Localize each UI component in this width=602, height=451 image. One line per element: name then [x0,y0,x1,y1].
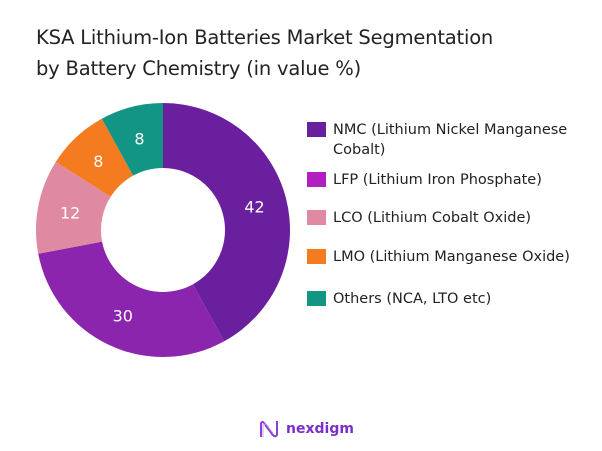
donut-slice [163,103,291,342]
legend-label: LMO (Lithium Manganese Oxide) [333,249,570,265]
legend-swatch [307,172,326,187]
legend-item: LFP (Lithium Iron Phosphate) [307,170,602,190]
data-label: 42 [244,197,264,216]
legend-label: LFP (Lithium Iron Phosphate) [333,172,542,188]
legend-label: Others (NCA, LTO etc) [333,291,492,307]
legend-label: NMC (Lithium Nickel Manganese Cobalt) [333,122,568,158]
chart-title: KSA Lithium-Ion Batteries Market Segment… [36,22,493,84]
legend-label: LCO (Lithium Cobalt Oxide) [333,210,532,226]
legend-swatch [307,249,326,264]
logo-icon [260,421,278,438]
logo-text: nexdigm [286,421,354,437]
nexdigm-logo: nexdigm [258,418,354,440]
legend-swatch [307,210,326,225]
title-line-1: KSA Lithium-Ion Batteries Market Segment… [36,26,494,49]
title-line-2: by Battery Chemistry (in value %) [36,57,362,80]
legend-swatch [307,291,326,306]
legend-item: NMC (Lithium Nickel Manganese Cobalt) [307,120,602,160]
legend-item: LMO (Lithium Manganese Oxide) [307,247,602,267]
legend-item: Others (NCA, LTO etc) [307,289,602,309]
donut-slice [101,103,163,176]
donut-slice [38,241,225,358]
legend-item: LCO (Lithium Cobalt Oxide) [307,208,602,228]
data-label: 8 [93,152,103,171]
legend-swatch [307,122,326,137]
donut-slice [36,161,111,254]
data-label: 8 [134,129,144,148]
data-label: 12 [60,203,80,222]
data-label: 30 [113,307,133,326]
donut-slice [55,118,134,197]
